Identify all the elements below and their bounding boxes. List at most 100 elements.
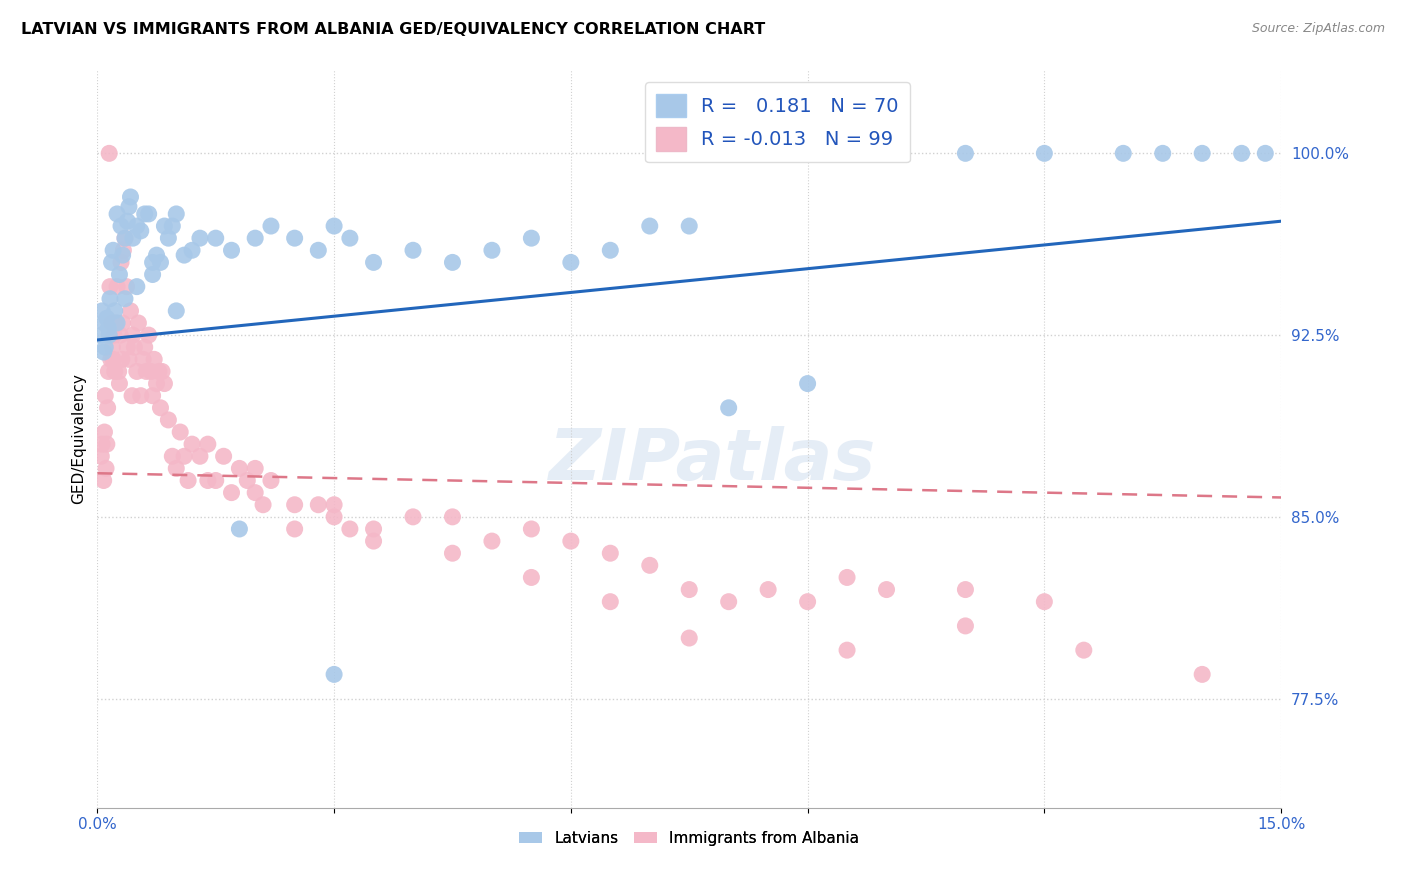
Point [93,474,115,488]
Point [103,328,125,343]
Point [307,498,329,512]
Point [1033,595,1056,609]
Point [93,345,115,359]
Point [98,292,121,306]
Point [181,437,204,451]
Point [101,244,124,258]
Point [678,631,700,645]
Point [100,316,122,330]
Point [678,219,700,233]
Point [481,534,503,549]
Point [1191,146,1213,161]
Point [339,522,361,536]
Point [153,219,176,233]
Point [520,231,543,245]
Point [98,279,121,293]
Point [162,450,184,464]
Point [127,316,149,330]
Point [756,582,779,597]
Point [94,389,117,403]
Point [955,619,977,633]
Point [143,352,166,367]
Point [124,340,146,354]
Point [117,340,139,354]
Point [363,534,385,549]
Point [363,522,385,536]
Point [120,190,142,204]
Point [560,534,582,549]
Point [98,328,121,343]
Point [197,437,219,451]
Point [105,207,128,221]
Point [520,570,543,584]
Point [165,461,187,475]
Point [638,219,661,233]
Point [148,364,170,378]
Text: Source: ZipAtlas.com: Source: ZipAtlas.com [1251,22,1385,36]
Point [169,425,191,439]
Point [162,219,184,233]
Point [1033,146,1056,161]
Point [173,248,195,262]
Point [339,231,361,245]
Point [108,376,131,391]
Point [228,461,250,475]
Point [117,214,139,228]
Point [243,485,266,500]
Point [560,255,582,269]
Point [100,352,122,367]
Point [114,231,136,245]
Point [149,255,172,269]
Point [91,304,114,318]
Point [363,255,385,269]
Point [177,474,200,488]
Point [165,304,187,318]
Point [107,364,129,378]
Point [121,389,143,403]
Point [441,509,464,524]
Point [323,219,346,233]
Point [105,316,128,330]
Point [91,437,114,451]
Point [481,244,503,258]
Point [110,328,132,343]
Point [402,509,425,524]
Point [260,219,283,233]
Point [96,311,118,326]
Point [121,231,143,245]
Point [118,352,141,367]
Point [149,401,172,415]
Point [111,352,134,367]
Point [796,376,818,391]
Point [94,461,117,475]
Point [129,389,152,403]
Point [188,231,211,245]
Point [876,582,898,597]
Point [139,364,162,378]
Point [108,268,131,282]
Y-axis label: GED/Equivalency: GED/Equivalency [72,373,86,504]
Text: LATVIAN VS IMMIGRANTS FROM ALBANIA GED/EQUIVALENCY CORRELATION CHART: LATVIAN VS IMMIGRANTS FROM ALBANIA GED/E… [21,22,765,37]
Point [221,244,243,258]
Point [129,224,152,238]
Point [955,582,977,597]
Point [90,450,112,464]
Point [97,364,120,378]
Point [441,255,464,269]
Point [1254,146,1277,161]
Point [323,509,346,524]
Point [125,364,148,378]
Point [111,316,134,330]
Point [520,522,543,536]
Point [94,340,117,354]
Point [104,364,127,378]
Point [835,570,858,584]
Point [243,231,266,245]
Point [236,474,259,488]
Point [101,352,124,367]
Point [307,244,329,258]
Point [142,268,165,282]
Point [243,461,266,475]
Point [150,364,173,378]
Point [599,244,621,258]
